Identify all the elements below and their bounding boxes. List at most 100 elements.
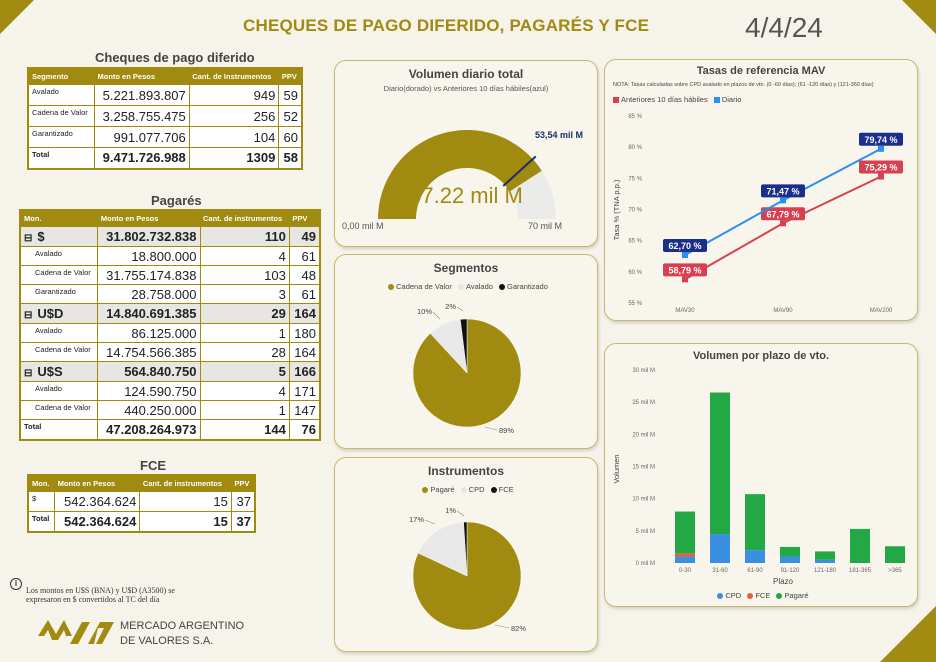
total-cell: 1309	[188, 147, 280, 169]
pie-data-label: 82%	[511, 624, 526, 633]
bar-segment[interactable]	[885, 546, 905, 563]
corner-decoration-tl	[0, 0, 34, 34]
legend-item: Diario	[721, 95, 742, 104]
total-cell: 15	[139, 511, 232, 532]
x-tick-label: 61-90	[747, 568, 763, 574]
info-icon[interactable]: i	[10, 578, 22, 590]
cell: 949	[188, 84, 280, 106]
company-name: MERCADO ARGENTINO DE VALORES S.A.	[120, 619, 244, 649]
pie-slice[interactable]	[460, 318, 468, 374]
cell: 180	[288, 323, 321, 343]
cell: 1	[199, 323, 290, 343]
y-tick-label: 65 %	[628, 239, 642, 245]
table-row: Avalado 18.800.000 4 61	[19, 246, 321, 266]
pie-slice[interactable]	[417, 521, 468, 577]
data-point[interactable]	[682, 252, 688, 259]
bar-segment[interactable]	[745, 550, 765, 563]
cell: 48	[288, 265, 321, 285]
bar-segment[interactable]	[675, 511, 695, 554]
gauge-panel: Volumen diario total Diario(dorado) vs A…	[334, 60, 598, 247]
row-label: Garantizado	[27, 126, 95, 148]
data-label-box	[663, 239, 707, 253]
y-axis-label: Volumen	[612, 454, 621, 483]
bar-segment[interactable]	[675, 553, 695, 557]
column-header: Cant. de instrumentos	[200, 210, 290, 227]
bar-segment[interactable]	[815, 551, 835, 560]
x-tick-label: MAV200	[870, 308, 893, 314]
info-note-line: expresaron en $ convertidos al TC del dí…	[26, 595, 160, 604]
group-row[interactable]: ⊟ $31.802.732.838 110 49	[19, 226, 321, 247]
data-point[interactable]	[780, 197, 786, 204]
group-row[interactable]: ⊟ U$S 564.840.750 5 166	[19, 361, 321, 382]
table-row: Garantizado 28.758.000 3 61	[19, 284, 321, 304]
info-note-line: Los montos en U$S (BNA) y U$D (A3500) se	[26, 586, 175, 595]
segmentos-legend: Cadena de Valor Avalado Garantizado	[335, 282, 597, 291]
cell: 4	[199, 381, 290, 401]
tasas-line-chart: Tasa % (TNA p.p.) 55 % 60 % 65 % 70 % 75 % 80 …	[612, 114, 903, 314]
legend-dot	[388, 284, 395, 291]
gauge-min-label: 0,00 mil M	[342, 221, 384, 231]
bar-segment[interactable]	[710, 392, 730, 535]
gauge-target-label: 53,54 mil M	[535, 130, 583, 140]
legend-dot	[460, 487, 467, 494]
bar-segment[interactable]	[850, 528, 870, 563]
data-point[interactable]	[878, 173, 884, 180]
bar-segment[interactable]	[815, 559, 835, 563]
gauge-max-label: 70 mil M	[528, 221, 562, 231]
header-row: Mon. Monto en Pesos Cant. de instrumentos P…	[20, 210, 320, 227]
gauge-chart: 57.22 mil M 53,54 mil M 0,00 mil M 70 mi…	[342, 129, 583, 231]
legend-dot	[776, 593, 783, 600]
currency-label: $	[37, 229, 45, 244]
group-amount: 564.840.750	[97, 361, 201, 382]
bar-segment[interactable]	[780, 546, 800, 557]
header-row: Segmento Monto en Pesos Cant. de Instrumen…	[28, 68, 302, 85]
pie-slice[interactable]	[463, 521, 468, 577]
group-label-cell: ⊟ $	[19, 226, 99, 247]
instrumentos-pie: 82% 17% 1%	[409, 506, 526, 633]
column-header: Monto en Pesos	[97, 210, 200, 227]
row-label: $	[27, 491, 56, 512]
pie-leader-line	[484, 426, 498, 431]
bar-segment[interactable]	[745, 494, 765, 551]
y-tick-label: 5 mil M	[636, 529, 655, 535]
legend-dot	[490, 487, 497, 494]
group-row[interactable]: ⊟ U$D 14.840.691.385 29 164	[19, 303, 321, 324]
cell: 171	[288, 381, 321, 401]
y-tick-label: 85 %	[628, 114, 642, 120]
data-label: 71,47 %	[766, 186, 799, 196]
table-row: Cadena de Valor 3.258.755.475 256 52	[27, 105, 303, 127]
cell: 256	[188, 105, 280, 127]
bar-segment[interactable]	[780, 556, 800, 563]
bar-segment[interactable]	[710, 534, 730, 563]
segmentos-panel: Segmentos Cadena de Valor Avalado Garant…	[334, 254, 598, 449]
collapse-icon[interactable]: ⊟	[24, 310, 33, 321]
y-tick-label: 10 mil M	[632, 497, 655, 503]
row-label: Cadena de Valor	[19, 342, 99, 362]
column-header: PPV	[289, 210, 320, 227]
column-header: Cant. de instrumentos	[139, 475, 232, 492]
table-row: Cadena de Valor 440.250.000 1 147	[19, 400, 321, 420]
bar-segment[interactable]	[675, 556, 695, 563]
column-header: Monto en Pesos	[54, 475, 140, 492]
group-count: 29	[199, 303, 290, 324]
data-label-box	[859, 160, 903, 174]
total-row: Total 542.364.624 15 37	[27, 511, 256, 532]
data-point[interactable]	[780, 220, 786, 227]
row-label: Cadena de Valor	[27, 105, 95, 127]
cell: 37	[230, 491, 256, 512]
plazo-bar-chart: Volumen 0 mil M 5 mil M 10 mil M 15 mil M 20 …	[612, 368, 905, 586]
data-label-box	[663, 263, 707, 277]
column-header: Mon.	[20, 210, 98, 227]
legend-item: Pagaré	[430, 485, 455, 494]
data-point[interactable]	[878, 145, 884, 152]
y-tick-label: 70 %	[628, 208, 642, 214]
x-tick-label: 181-365	[849, 568, 872, 574]
collapse-icon[interactable]: ⊟	[24, 233, 33, 244]
cell: 991.077.706	[93, 126, 190, 148]
cell: 164	[288, 342, 321, 362]
data-point[interactable]	[682, 276, 688, 283]
group-count: 5	[199, 361, 290, 382]
cell: 1	[199, 400, 290, 420]
collapse-icon[interactable]: ⊟	[24, 368, 33, 379]
legend-item: CPD	[725, 591, 742, 600]
